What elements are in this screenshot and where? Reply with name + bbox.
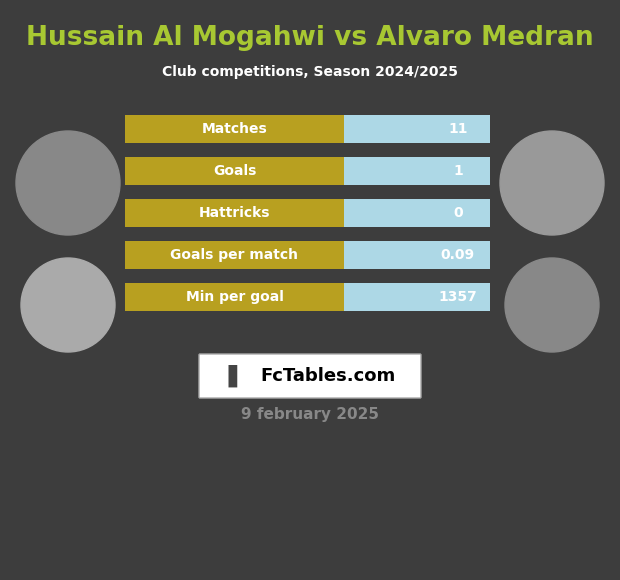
Text: ▐: ▐ — [219, 365, 237, 387]
Bar — [344, 283, 352, 311]
FancyBboxPatch shape — [199, 354, 421, 398]
Circle shape — [16, 131, 120, 235]
FancyBboxPatch shape — [125, 157, 490, 185]
Bar — [344, 157, 352, 185]
Circle shape — [21, 258, 115, 352]
Text: 1: 1 — [453, 164, 463, 178]
FancyBboxPatch shape — [125, 241, 490, 269]
FancyBboxPatch shape — [344, 241, 490, 269]
FancyBboxPatch shape — [344, 157, 490, 185]
Circle shape — [505, 258, 599, 352]
FancyBboxPatch shape — [344, 115, 490, 143]
FancyBboxPatch shape — [125, 199, 490, 227]
Text: Club competitions, Season 2024/2025: Club competitions, Season 2024/2025 — [162, 65, 458, 79]
Text: 0.09: 0.09 — [441, 248, 475, 262]
Text: 0: 0 — [453, 206, 463, 220]
Bar — [344, 199, 352, 227]
Text: Goals: Goals — [213, 164, 256, 178]
FancyBboxPatch shape — [125, 283, 490, 311]
Text: 11: 11 — [448, 122, 467, 136]
Text: Hussain Al Mogahwi vs Alvaro Medran: Hussain Al Mogahwi vs Alvaro Medran — [26, 25, 594, 51]
Text: Hattricks: Hattricks — [199, 206, 270, 220]
Text: FcTables.com: FcTables.com — [260, 367, 395, 385]
FancyBboxPatch shape — [125, 115, 490, 143]
Text: Min per goal: Min per goal — [185, 290, 283, 304]
Text: Matches: Matches — [202, 122, 267, 136]
Bar — [344, 241, 352, 269]
Circle shape — [500, 131, 604, 235]
Text: 1357: 1357 — [438, 290, 477, 304]
Bar — [344, 115, 352, 143]
FancyBboxPatch shape — [344, 199, 490, 227]
Text: Goals per match: Goals per match — [170, 248, 298, 262]
Text: 9 february 2025: 9 february 2025 — [241, 408, 379, 422]
FancyBboxPatch shape — [344, 283, 490, 311]
